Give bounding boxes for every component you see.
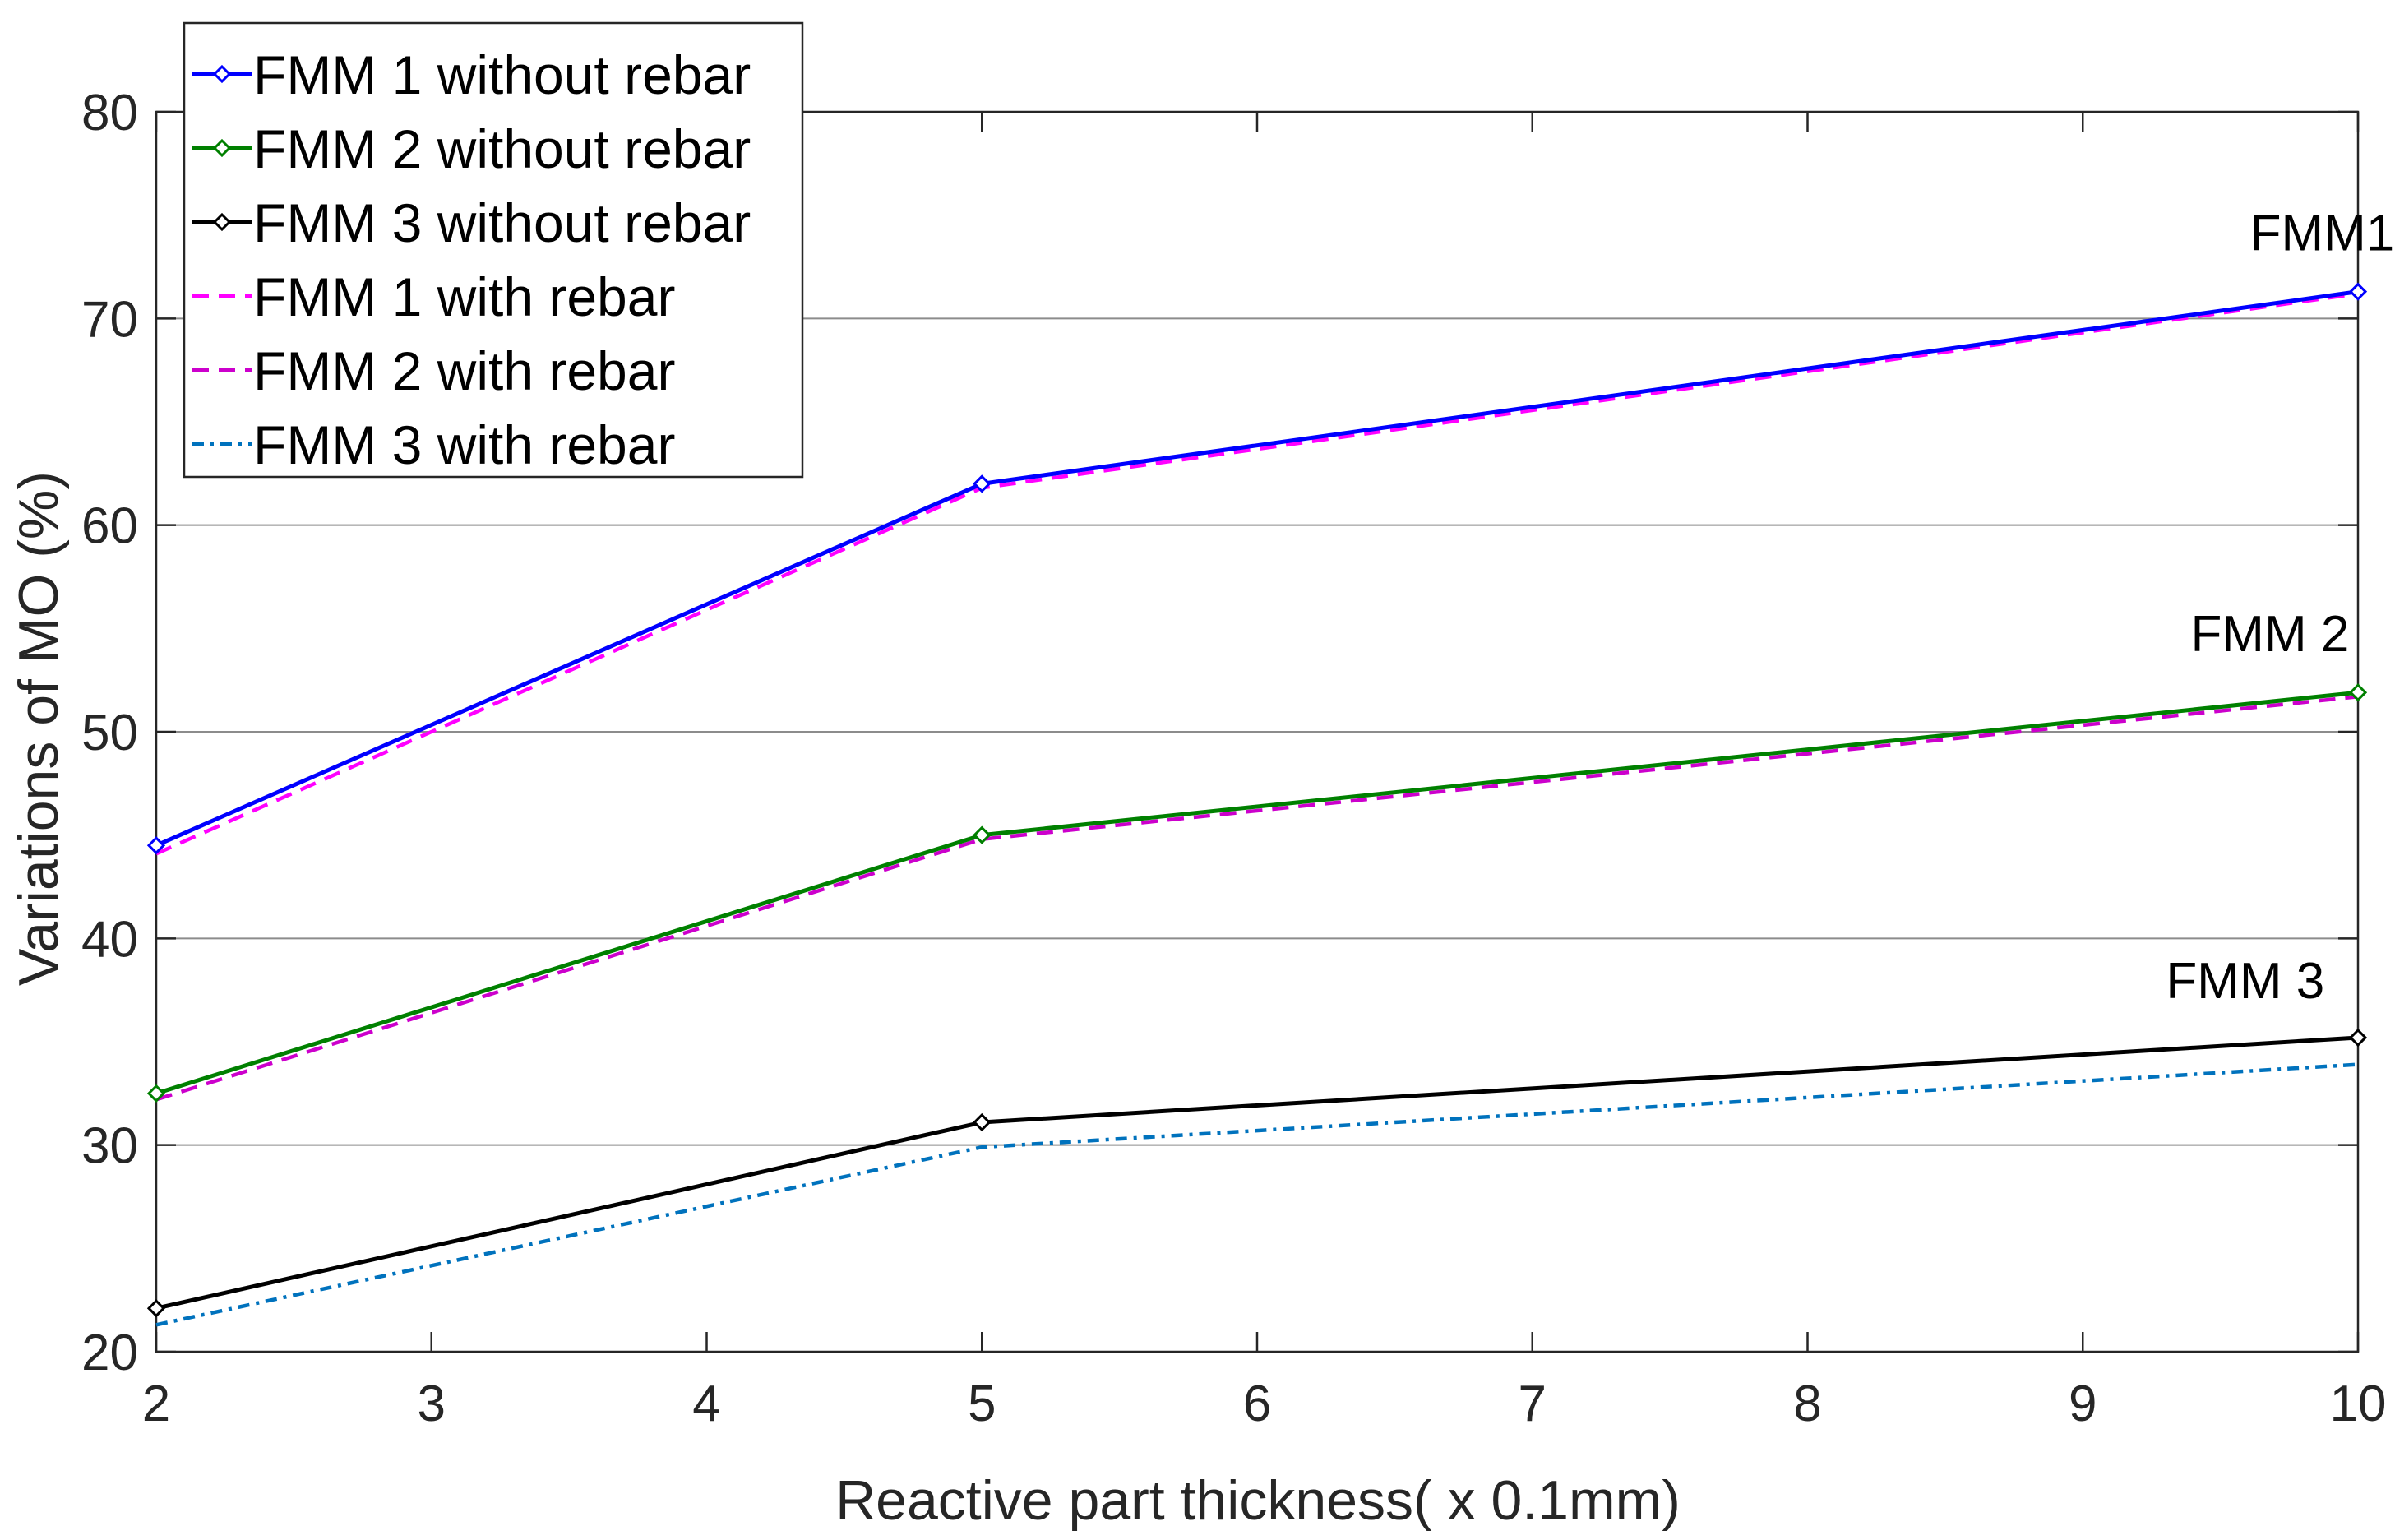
y-tick-label: 40 — [81, 911, 138, 968]
x-tick-label: 9 — [2069, 1376, 2097, 1432]
legend-entry-label: FMM 2 without rebar — [253, 118, 751, 179]
x-tick-label: 4 — [692, 1376, 720, 1432]
x-tick-label: 3 — [418, 1376, 446, 1432]
y-tick-label: 80 — [81, 85, 138, 141]
data-point-marker — [973, 1112, 992, 1132]
data-point-marker — [146, 836, 166, 855]
data-point-marker — [146, 1084, 166, 1103]
legend-entry-label: FMM 3 with rebar — [253, 414, 675, 475]
legend: FMM 1 without rebar FMM 2 without rebar FM… — [183, 21, 804, 479]
series-line-6 — [155, 1062, 2359, 1327]
data-point-marker — [2348, 683, 2368, 702]
y-tick-label: 70 — [81, 291, 138, 348]
annotation-label-3: FMM 3 — [2166, 953, 2324, 1010]
legend-entry-label: FMM 1 with rebar — [253, 266, 675, 327]
data-point-marker — [973, 474, 992, 493]
annotations: FMM1 FMM 2 FMM 3 — [2166, 205, 2394, 1010]
data-point-marker — [973, 825, 992, 844]
data-point-marker — [2348, 1028, 2368, 1047]
legend-marker — [212, 64, 232, 84]
legend-marker — [212, 138, 232, 158]
x-tick-label: 7 — [1519, 1376, 1547, 1432]
x-tick-label: 8 — [1793, 1376, 1821, 1432]
x-axis-label: Reactive part thickness( x 0.1mm) — [835, 1469, 1681, 1532]
y-axis-label: Variations of MO (%) — [7, 471, 70, 986]
x-tick-label: 5 — [968, 1376, 996, 1432]
legend-box — [183, 21, 804, 479]
y-tick-label: 60 — [81, 498, 138, 555]
legend-entry-label: FMM 3 without rebar — [253, 192, 751, 253]
y-tick-label: 50 — [81, 705, 138, 761]
data-point-marker — [146, 1299, 166, 1318]
y-tick-label: 30 — [81, 1118, 138, 1175]
x-tick-label: 10 — [2330, 1376, 2387, 1432]
series-lines — [146, 282, 2368, 1327]
y-tick-label: 20 — [81, 1325, 138, 1381]
data-point-marker — [2348, 282, 2368, 301]
x-tick-label: 6 — [1243, 1376, 1271, 1432]
legend-marker — [212, 212, 232, 232]
annotation-label-1: FMM1 — [2250, 205, 2395, 261]
x-tick-label: 2 — [142, 1376, 170, 1432]
legend-entry-label: FMM 2 with rebar — [253, 340, 675, 401]
axes: 2 3 4 5 6 7 8 9 10 20 30 40 50 60 70 80 — [81, 85, 2386, 1432]
annotation-label-2: FMM 2 — [2190, 606, 2349, 663]
legend-entry-label: FMM 1 without rebar — [253, 44, 751, 105]
